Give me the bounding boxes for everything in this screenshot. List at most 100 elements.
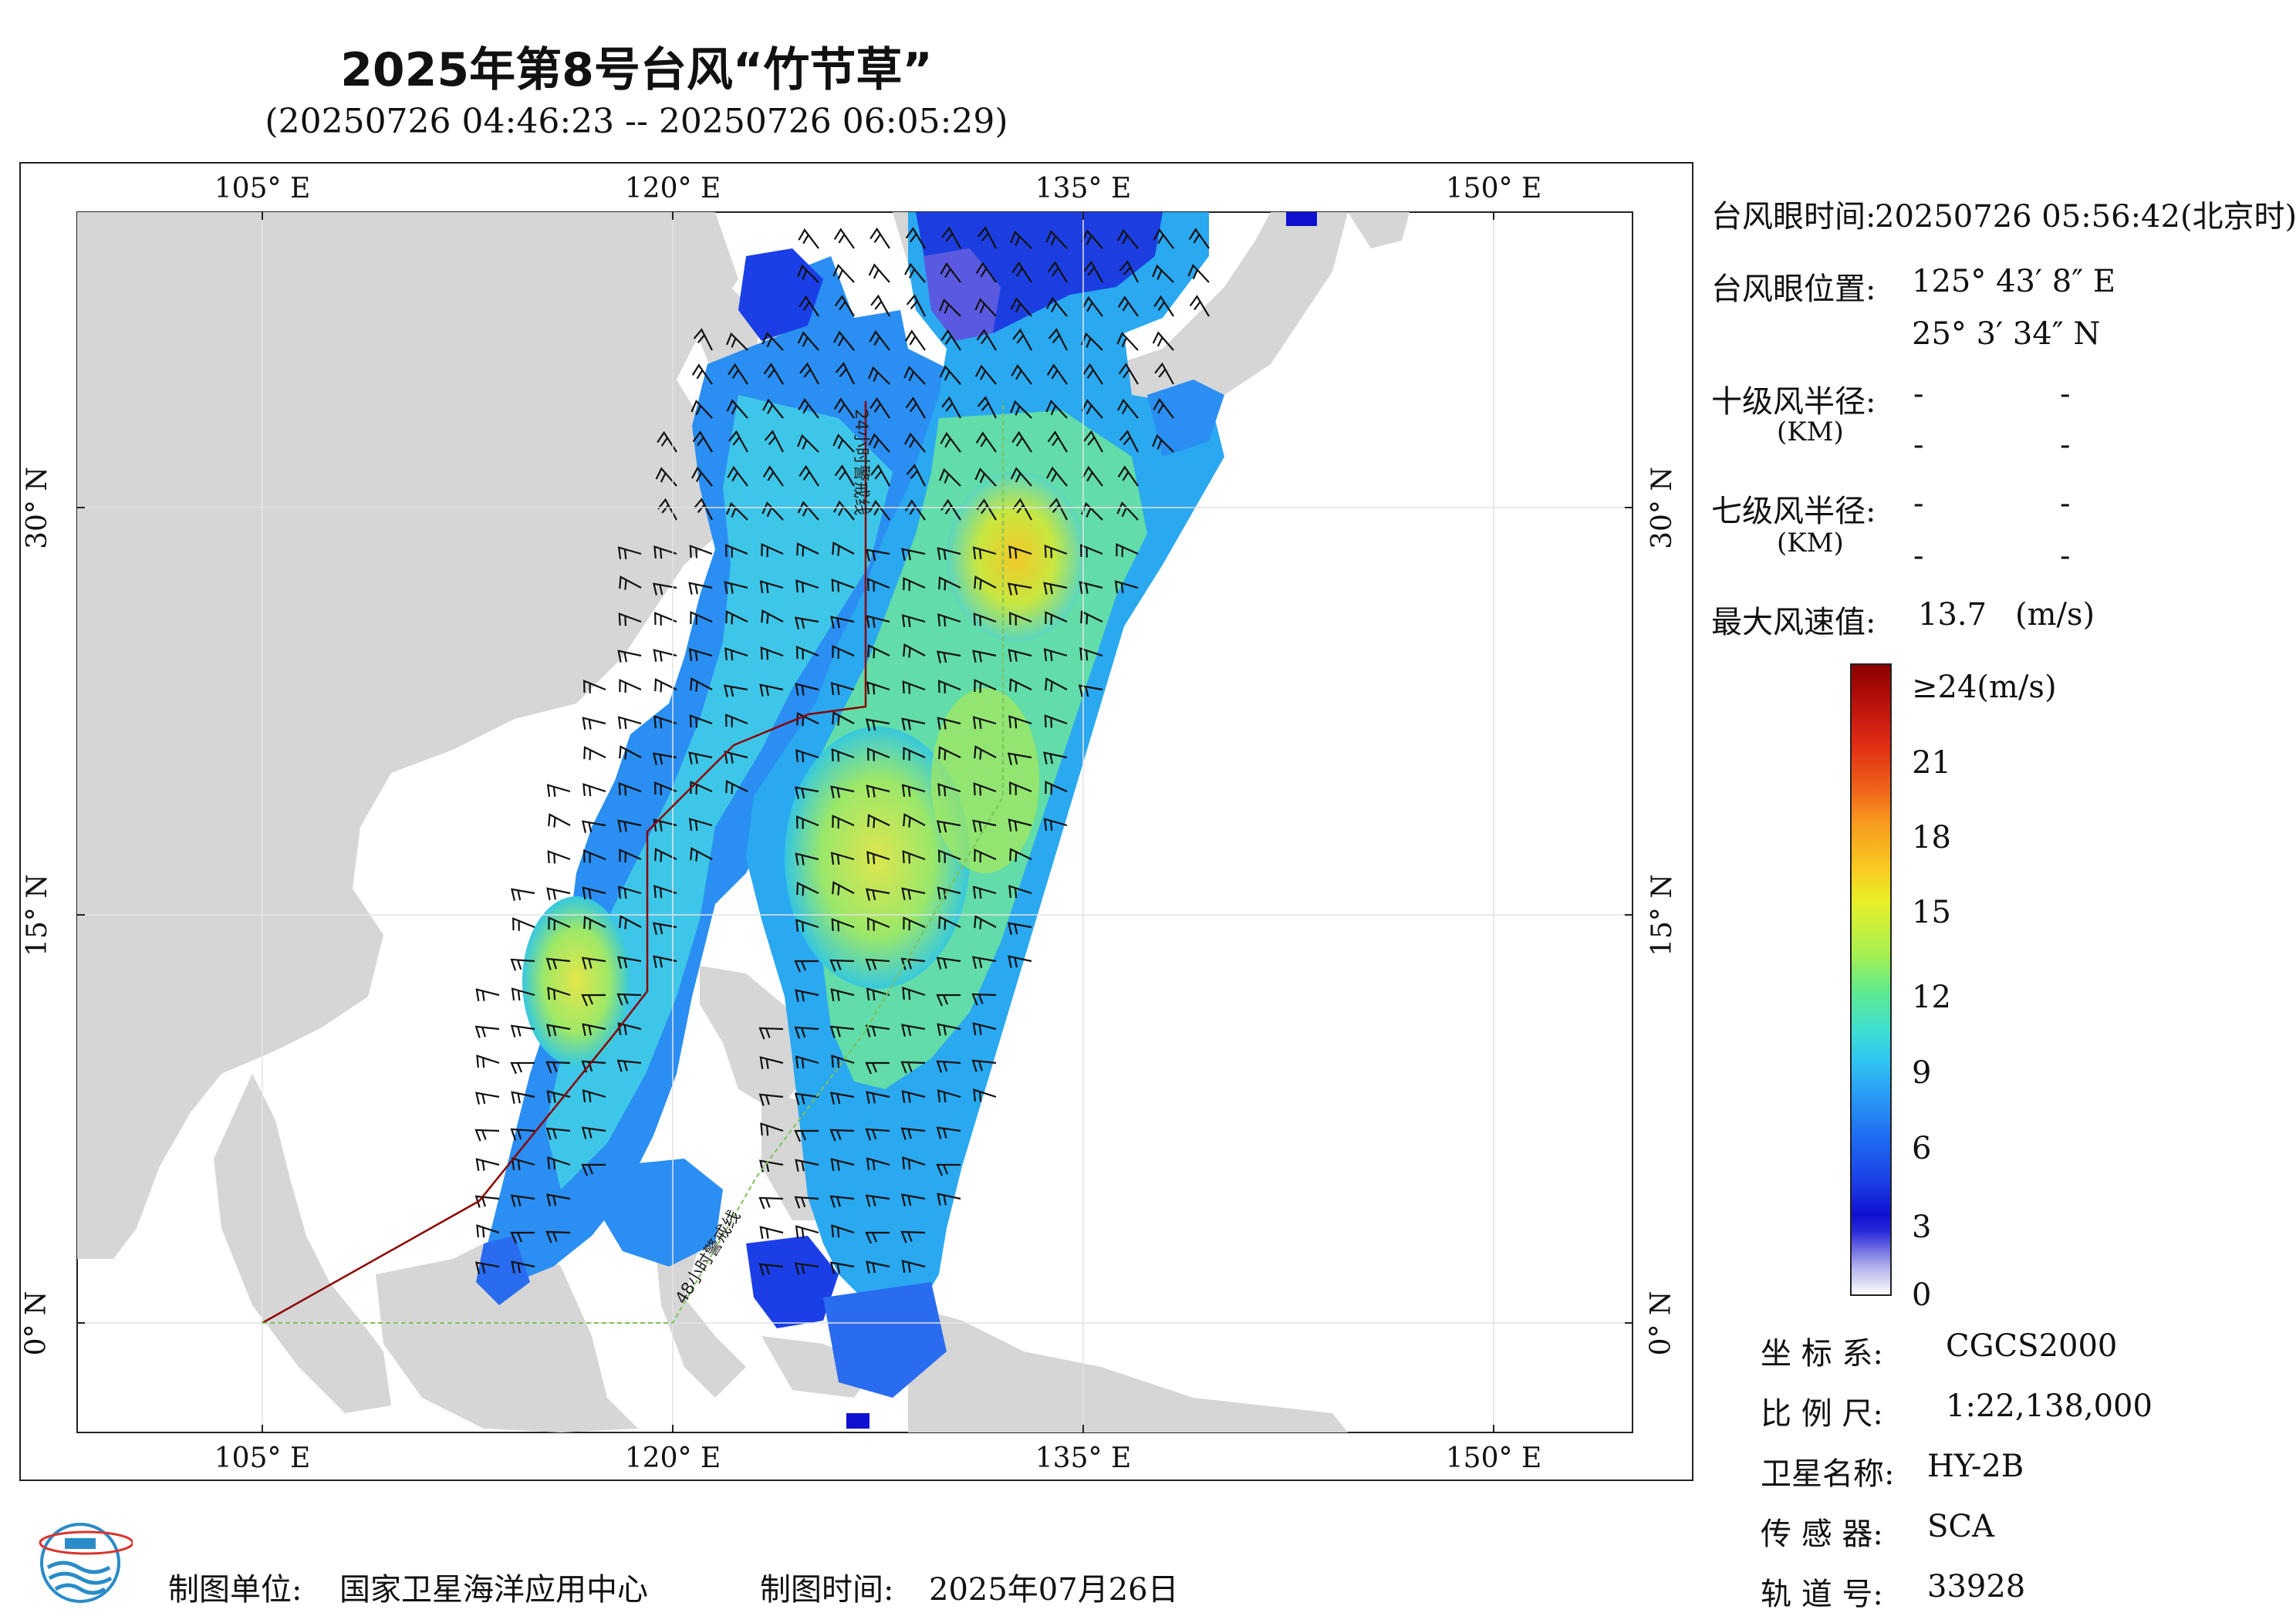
- lat-label-left-15: 15° N: [21, 874, 53, 957]
- eye-position-label: 台风眼位置:: [1711, 272, 1876, 307]
- wind-barb: [902, 1156, 926, 1170]
- wind-barb: [581, 1126, 606, 1139]
- crs-value: CGCS2000: [1946, 1328, 2118, 1364]
- warning-line-24h: [262, 401, 867, 1324]
- wind-barb: [795, 919, 819, 933]
- wind-barb: [903, 916, 926, 931]
- wind-barb: [1008, 715, 1032, 729]
- warning-label-24h: 24小时警戒线: [851, 409, 870, 515]
- wind-barb: [1082, 363, 1103, 385]
- wind-barb: [1010, 230, 1032, 249]
- wind-barb: [724, 581, 748, 594]
- wind-barb: [619, 745, 642, 760]
- wind-barb: [937, 1193, 961, 1206]
- wind-barb: [977, 396, 997, 419]
- wind-barb: [794, 1026, 819, 1039]
- wind-barb: [725, 544, 748, 558]
- wind-barb: [761, 609, 784, 624]
- wind-barb: [903, 643, 926, 658]
- wind-barb: [1119, 430, 1139, 453]
- wind-barb: [761, 543, 784, 558]
- eye-latitude: 25° 3′ 34″ N: [1912, 316, 2101, 352]
- wind-barb: [617, 819, 642, 832]
- wind-barb: [1080, 610, 1103, 625]
- eye-time-value: 20250726 05:56:42(北京时): [1875, 199, 2296, 235]
- lon-label-bottom-150: 150° E: [1445, 1442, 1542, 1474]
- wind-barb: [653, 582, 677, 596]
- wind-barb: [795, 1055, 819, 1068]
- wind-barb: [1045, 611, 1068, 626]
- wind-barb: [617, 650, 642, 663]
- wind-barb: [1011, 364, 1032, 385]
- wind-barb: [795, 989, 819, 1002]
- wind-barb: [688, 818, 713, 831]
- wind-barb: [1117, 228, 1139, 249]
- wind-barb: [1046, 466, 1068, 487]
- wind-barb: [834, 295, 855, 317]
- wind-barb: [1189, 295, 1210, 317]
- wind-barb: [759, 580, 784, 593]
- wind-barb: [974, 679, 997, 693]
- wind-barb: [939, 365, 961, 385]
- wind-barb: [868, 366, 890, 385]
- wind-barb: [762, 465, 784, 487]
- wind-barb: [1117, 465, 1139, 487]
- wind-barb: [940, 262, 961, 283]
- wind-barb: [1009, 678, 1032, 693]
- wind-barb: [834, 464, 855, 487]
- colorbar-label-18: 18: [1912, 820, 1951, 855]
- wind-barb: [617, 1022, 642, 1035]
- wind-barb: [693, 498, 713, 521]
- wind-barb: [728, 430, 748, 453]
- wind-barb: [653, 818, 677, 832]
- wind-barb: [904, 262, 926, 283]
- wind-barb: [796, 882, 819, 896]
- wind-barb: [759, 1056, 784, 1069]
- wind-barb: [546, 784, 571, 797]
- wind-barb: [972, 1022, 997, 1035]
- wind-barb: [937, 717, 961, 730]
- wind-barb: [832, 542, 855, 556]
- wind-barb: [972, 716, 997, 729]
- wind-barb: [619, 915, 642, 930]
- wind-barb: [654, 781, 677, 795]
- wind-barb: [690, 781, 713, 795]
- wind-barb: [901, 1260, 926, 1273]
- wind-barb: [937, 1089, 961, 1102]
- wind-barb: [653, 715, 677, 729]
- orbit-label: 轨 道 号:: [1761, 1577, 1883, 1612]
- wind-barb: [758, 1196, 784, 1210]
- wind-barb: [794, 1129, 819, 1142]
- wind-barb: [901, 784, 926, 797]
- wind-barb: [1079, 647, 1103, 661]
- wind-barb: [940, 329, 961, 351]
- wind-barb: [1012, 498, 1032, 521]
- wind-barb: [617, 886, 642, 899]
- wind-barb: [474, 1195, 500, 1208]
- wind-barb: [511, 987, 535, 1000]
- wind-barb: [901, 887, 926, 900]
- wind-barb: [510, 1061, 535, 1075]
- wind-barb: [583, 746, 606, 761]
- wind-barb: [1046, 296, 1068, 317]
- wind-barb: [724, 751, 748, 764]
- wind-barb: [797, 264, 819, 283]
- wind-barb: [866, 785, 890, 798]
- producer-value: 国家卫星海洋应用中心: [339, 1572, 648, 1608]
- wind-barb: [690, 400, 713, 419]
- wind-barb: [867, 814, 890, 828]
- wind-barb: [795, 579, 819, 593]
- wind-barb: [829, 1129, 855, 1142]
- colorbar-label-3: 3: [1912, 1210, 1932, 1245]
- wind-barb: [795, 1225, 819, 1238]
- wind-barb: [794, 1196, 819, 1209]
- wind-barb: [655, 467, 677, 487]
- wind-barb: [904, 329, 926, 351]
- wind-barb: [900, 1230, 926, 1243]
- wind-barb: [796, 646, 819, 660]
- wind-barb: [1043, 818, 1068, 831]
- wind-barb: [1010, 467, 1032, 487]
- wind-barb: [583, 916, 606, 930]
- wind-barb: [510, 958, 535, 971]
- wind-barb: [1187, 264, 1210, 283]
